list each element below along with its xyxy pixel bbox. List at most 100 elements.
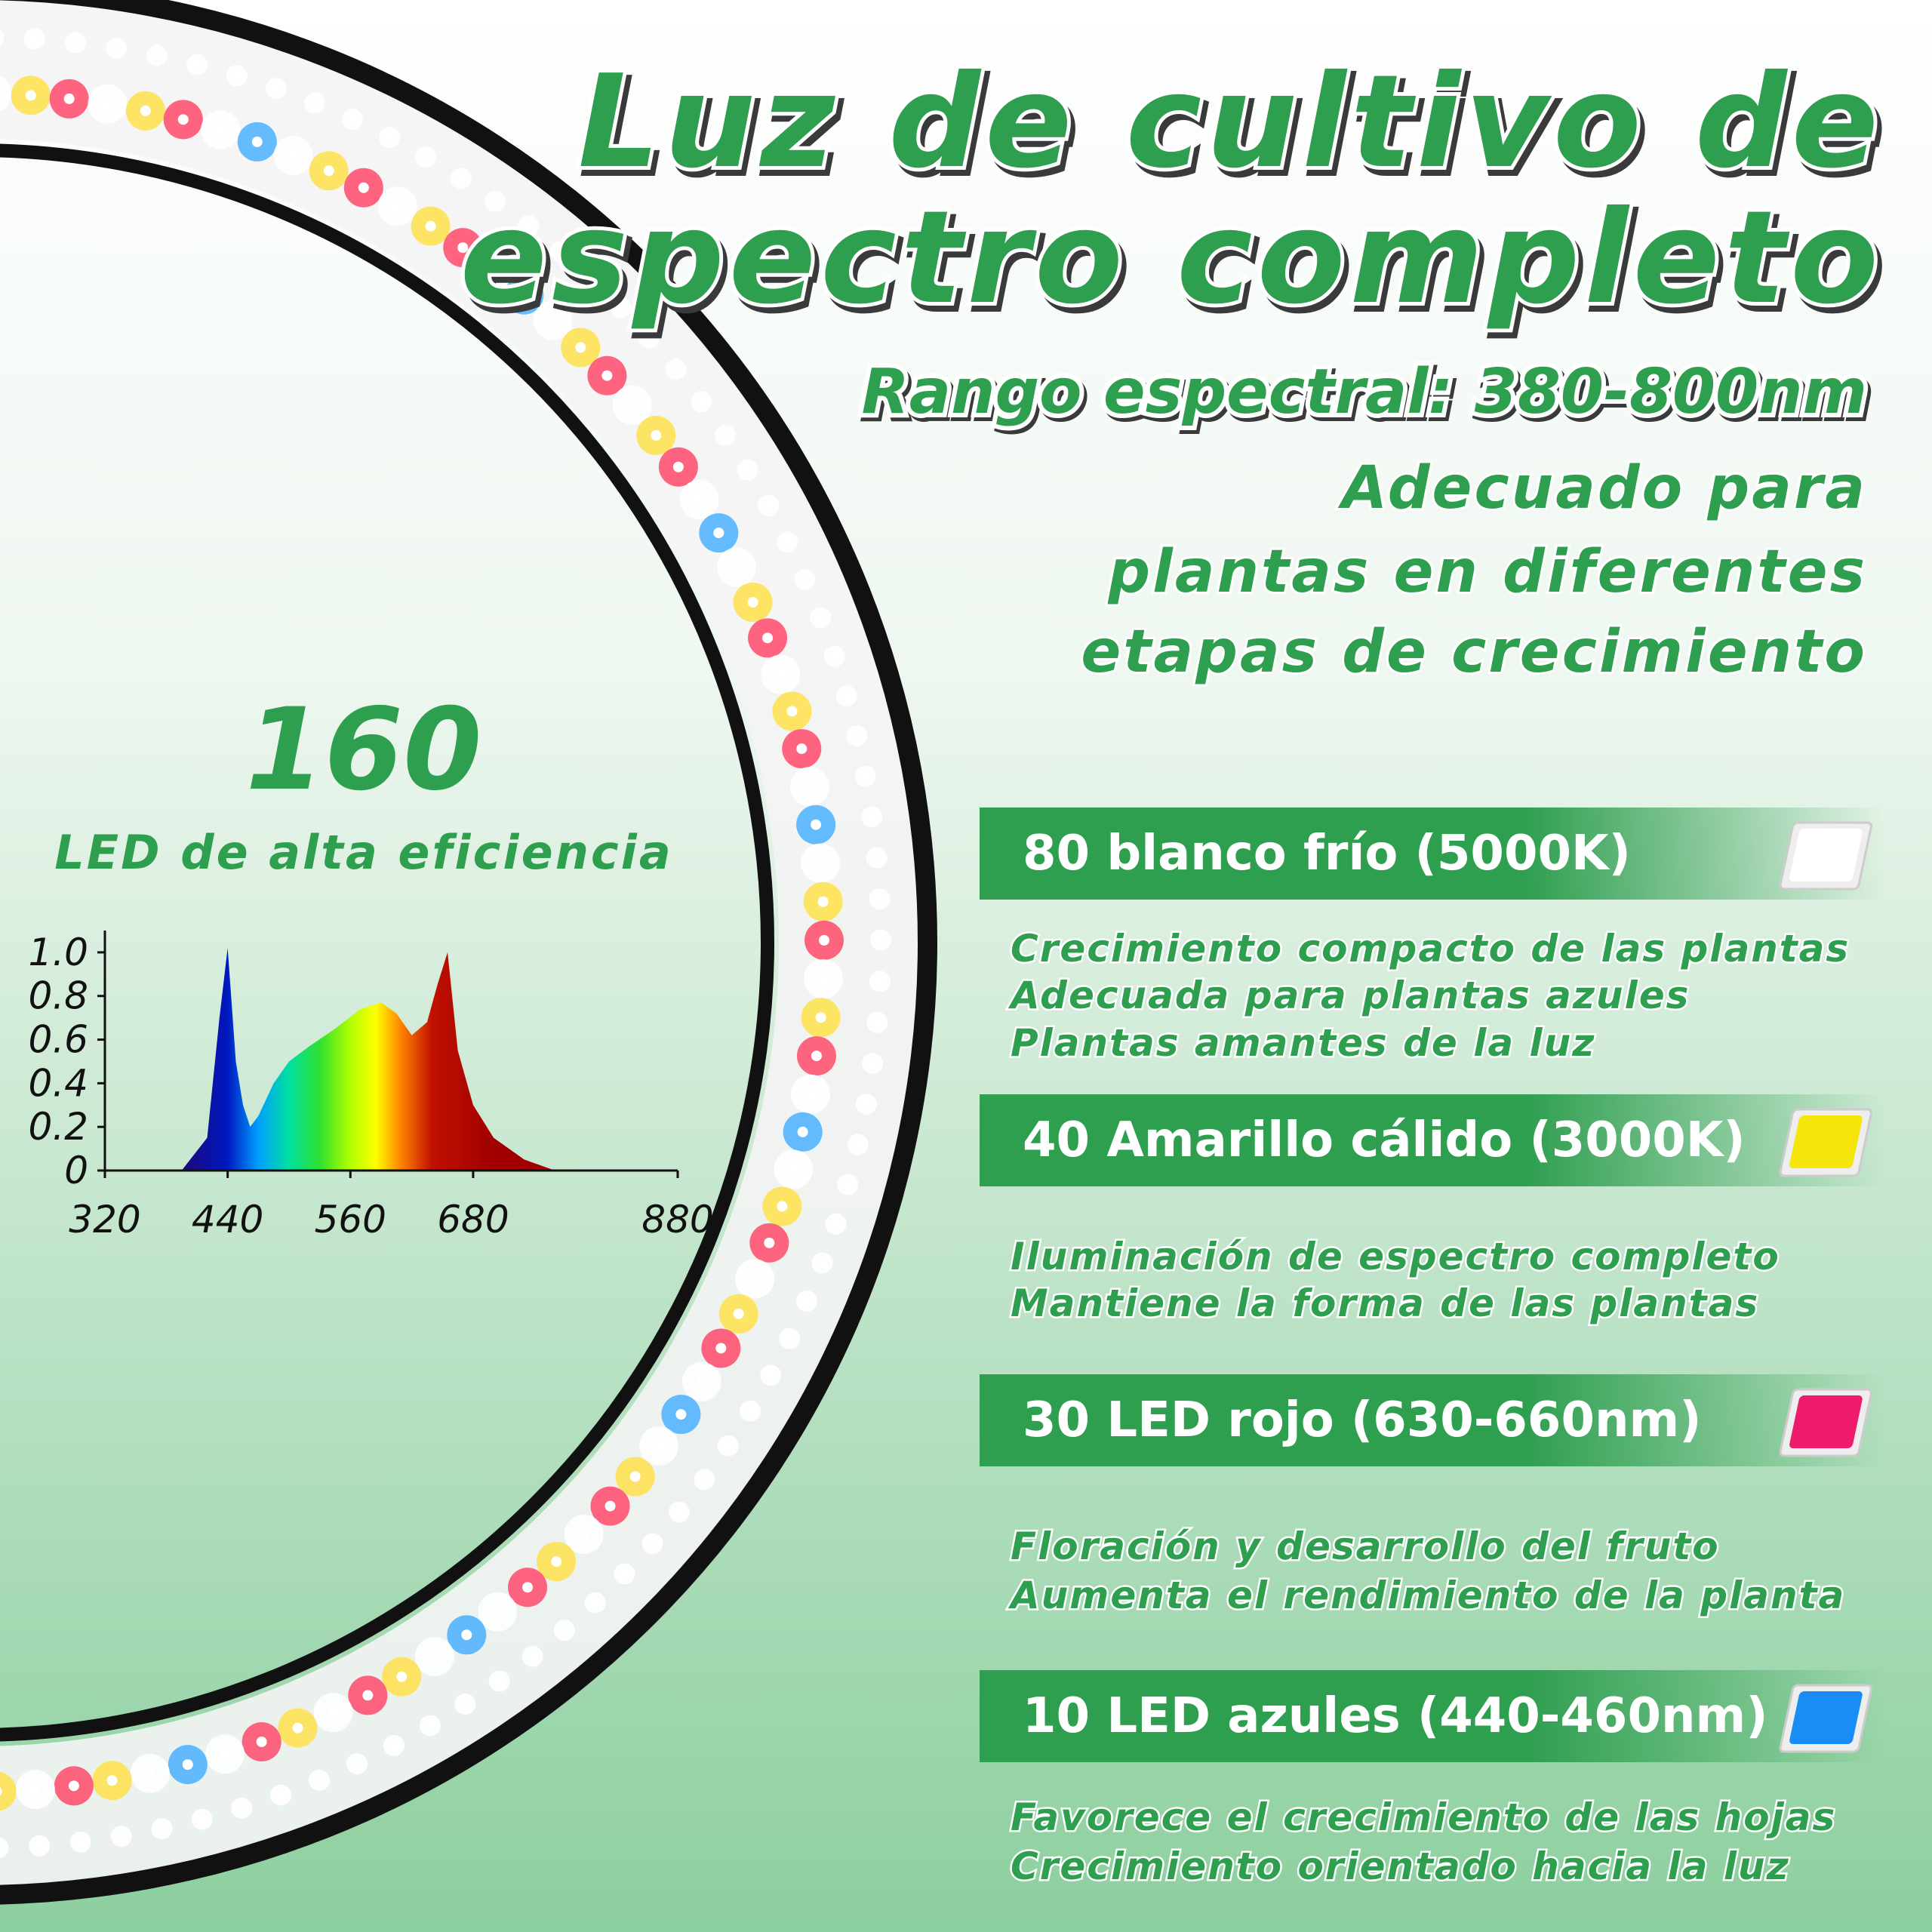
led-core [156,1823,168,1835]
led-description: Adecuada para plantas azules [1008,974,1690,1017]
led-core [733,1308,744,1319]
led-heading: 40 Amarillo cálido (3000K) [1023,1112,1746,1168]
spectrum-chart: 00.20.40.60.81.0 320 440 560 680 880 [28,931,713,1241]
led-core [765,1370,777,1381]
led-core [392,201,403,212]
led-count-label: LED de alta eficiencia [54,825,672,880]
led-core [749,1273,761,1284]
led-core [817,1257,828,1269]
led-core [797,1126,808,1137]
x-tick-label: 680 [437,1198,509,1241]
led-description: Plantas amantes de la luz [1011,1021,1595,1065]
led-core [626,399,638,411]
led-core [775,669,786,680]
led-core [694,494,705,505]
led-chip [1789,1691,1863,1744]
led-core [586,273,597,285]
led-core [492,1606,503,1617]
led-core [396,1671,408,1682]
led-core [874,976,885,987]
led-core [672,461,684,472]
led-core [488,265,500,276]
led-core [647,1538,658,1549]
y-tick-label: 0.6 [28,1018,88,1062]
led-core [874,894,885,905]
led-core [144,1767,155,1779]
led-core [288,150,299,162]
led-core [817,896,829,907]
led-core [829,651,840,662]
led-heading: 80 blanco frío (5000K) [1023,826,1631,881]
led-core [629,1471,641,1482]
led-core [673,1506,685,1518]
subtitle: Rango espectral: 380-800nm [862,356,1867,428]
led-core [196,1814,208,1825]
led-core [860,1099,872,1110]
title: Luz de cultivo de [578,48,1883,197]
led-dot [0,75,12,112]
led-core [420,152,432,163]
led-core [275,1789,286,1801]
led-core [747,596,758,608]
led-core [875,934,886,946]
led-core [801,1296,812,1307]
led-core [106,1775,118,1786]
led-core [177,114,189,125]
led-core [871,852,882,863]
led-core [429,1651,440,1662]
led-core [270,83,281,94]
led-core [69,37,81,48]
led-core [34,1840,45,1851]
led-core [358,182,369,193]
led-heading: 10 LED azules (440-460nm) [1023,1688,1767,1744]
description: Adecuado para [1337,454,1867,522]
led-core [0,1843,4,1854]
banner [980,1094,1885,1186]
y-tick-label: 0.8 [28,974,88,1018]
led-core [763,500,774,511]
led-core [352,1758,363,1770]
led-description: Favorece el crecimiento de las hojas [1011,1795,1836,1839]
led-core [872,1017,883,1028]
led-core [460,1699,471,1710]
led-core [867,1058,878,1069]
led-core [815,612,826,623]
led-core [601,370,613,381]
led-core [799,574,811,585]
led-core [111,42,122,54]
led-core [518,289,530,300]
led-core [490,195,501,207]
led-ring [0,0,937,1905]
led-core [102,98,113,109]
led-core [818,934,829,946]
led-core [842,1179,854,1190]
led-core [696,1376,707,1387]
led-core [231,70,242,82]
led-chip [1789,1115,1863,1168]
led-core [115,1831,127,1842]
led-description: Crecimiento compacto de las plantas [1011,927,1850,971]
banner [980,1670,1885,1762]
led-core [461,1629,472,1641]
led-core [722,1440,734,1451]
led-core [140,105,151,116]
led-core [804,1088,816,1100]
led-description: Iluminación de espectro completo [1011,1235,1780,1278]
led-core [309,97,320,109]
led-core [830,1218,841,1229]
led-core [455,173,466,184]
x-tick-label: 560 [315,1198,386,1241]
led-core [555,246,566,257]
led-description: Mantiene la forma de las plantas [1011,1281,1759,1325]
led-core [786,706,798,717]
led-core [68,1780,79,1792]
led-description: Crecimiento orientado hacia la luz [1011,1844,1790,1888]
led-core [220,1749,231,1760]
led-core [0,1787,2,1796]
x-tick-label: 880 [641,1198,713,1241]
led-dot [0,1837,9,1859]
led-core [29,33,40,45]
led-core [346,114,358,125]
led-core [811,819,822,830]
